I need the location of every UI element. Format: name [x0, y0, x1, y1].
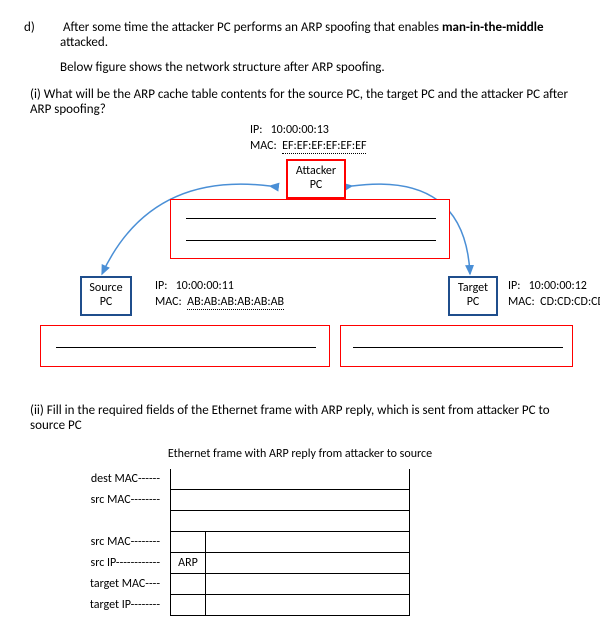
eth-row-arp-target-mac — [170, 574, 410, 595]
source-mac-label: MAC: — [155, 295, 182, 309]
source-mac: AB:AB:AB:AB:AB:AB — [187, 295, 284, 310]
source-arp-table — [40, 325, 330, 367]
eth-row-type — [170, 511, 410, 532]
eth-row-src-mac — [170, 490, 410, 511]
label-dest-mac: dest MAC------ — [91, 472, 160, 486]
attacker-arp-table — [170, 199, 450, 259]
eth-row-arp-src-ip: ARP — [170, 553, 410, 574]
question-d: d) After some time the attacker PC perfo… — [30, 20, 570, 50]
label-src-mac1: src MAC-------- — [91, 493, 160, 507]
ethernet-frame-section: Ethernet frame with ARP reply from attac… — [30, 447, 570, 616]
target-box-l1: Target — [458, 281, 488, 295]
attacker-box-l2: PC — [310, 178, 323, 192]
network-diagram: IP: 10:00:00:13 MAC: EF:EF:EF:EF:EF:EF A… — [30, 121, 570, 391]
sub-question-ii: (ii) Fill in the required fields of the … — [30, 403, 570, 433]
sub-question-i: (i) What will be the ARP cache table con… — [30, 87, 570, 117]
arp-cell-4 — [171, 595, 206, 615]
target-mac: CD:CD:CD:CD:CD:CD — [540, 295, 600, 309]
target-box-l2: PC — [467, 295, 480, 309]
table-line — [186, 218, 436, 219]
label-target-ip: target IP-------- — [90, 598, 160, 612]
eth-row-dest-mac — [170, 469, 410, 490]
eth-frame-title: Ethernet frame with ARP reply from attac… — [30, 447, 570, 461]
arp-cell-3 — [171, 574, 206, 594]
attacker-mac: EF:EF:EF:EF:EF:EF — [282, 139, 366, 154]
eth-row-arp-target-ip — [170, 595, 410, 616]
eth-row-arp-src-mac — [170, 532, 410, 553]
attacker-ip-label: IP: — [250, 123, 262, 137]
question-d-bold: man-in-the-middle — [442, 20, 544, 35]
question-marker: d) — [42, 20, 60, 35]
attacker-info: IP: 10:00:00:13 MAC: EF:EF:EF:EF:EF:EF — [250, 123, 366, 154]
table-line — [186, 240, 436, 241]
target-info: IP: 10:00:00:12 MAC: CD:CD:CD:CD:CD:CD — [508, 279, 600, 310]
attacker-ip: 10:00:00:13 — [271, 123, 329, 137]
attacker-box: Attacker PC — [286, 159, 346, 199]
eth-frame-table: dest MAC------ src MAC-------- src MAC--… — [170, 469, 410, 616]
source-box: Source PC — [80, 276, 132, 316]
attacker-box-l1: Attacker — [296, 164, 336, 178]
source-ip: 10:00:00:11 — [176, 279, 234, 293]
source-box-l1: Source — [89, 281, 122, 295]
arp-label: ARP — [171, 553, 206, 573]
question-d-line2: Below figure shows the network structure… — [30, 60, 570, 75]
table-line — [353, 347, 563, 348]
question-d-line1: After some time the attacker PC performs… — [63, 20, 439, 35]
source-info: IP: 10:00:00:11 MAC: AB:AB:AB:AB:AB:AB — [155, 279, 284, 310]
source-box-l2: PC — [100, 295, 113, 309]
label-src-mac2: src MAC-------- — [91, 535, 160, 549]
target-arp-table — [340, 325, 573, 367]
target-ip: 10:00:00:12 — [529, 279, 587, 293]
table-line — [56, 347, 316, 348]
target-mac-label: MAC: — [508, 295, 535, 309]
target-box: Target PC — [448, 276, 498, 316]
source-ip-label: IP: — [155, 279, 167, 293]
attacker-mac-label: MAC: — [250, 139, 277, 153]
target-ip-label: IP: — [508, 279, 520, 293]
label-src-ip: src IP------------ — [91, 556, 160, 570]
arp-cell-top — [171, 532, 206, 552]
label-target-mac: target MAC---- — [90, 577, 160, 591]
question-d-tail: attacked. — [60, 35, 108, 50]
